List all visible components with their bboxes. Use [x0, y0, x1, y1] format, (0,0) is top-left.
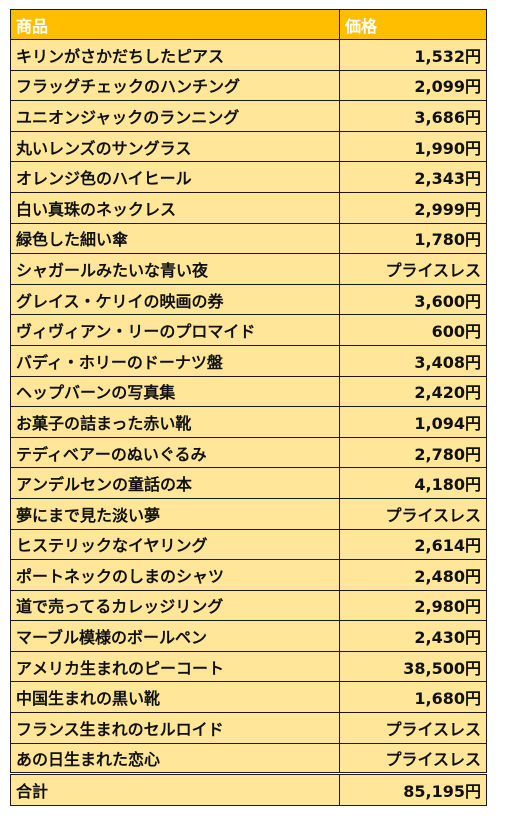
table-row: マーブル模様のボールペン 2,430円	[10, 620, 487, 652]
table-row: オレンジ色のハイヒール 2,343円	[10, 161, 487, 193]
table-row: キリンがさかだちしたピアス 1,532円	[10, 39, 487, 71]
table-row: フランス生まれのセルロイド プライスレス	[10, 712, 487, 744]
table-row: ポートネックのしまのシャツ 2,480円	[10, 559, 487, 591]
table-row: 緑色した細い傘 1,780円	[10, 222, 487, 255]
item-cell[interactable]: ポートネックのしまのシャツ	[10, 559, 340, 591]
table-row: シャガールみたいな青い夜 プライスレス	[10, 253, 487, 285]
table-row: ヴィヴィアン・リーのプロマイド 600円	[10, 314, 487, 346]
header-row: 商品 価格	[10, 9, 487, 40]
table-row: アメリカ生まれのピーコート 38,500円	[10, 650, 487, 683]
table-footer: 合計 85,195円	[10, 772, 487, 807]
price-cell[interactable]: 2,614円	[339, 528, 487, 561]
price-cell[interactable]: 4,180円	[339, 467, 487, 499]
price-cell[interactable]: プライスレス	[339, 712, 487, 744]
price-cell[interactable]: プライスレス	[339, 742, 487, 775]
price-cell[interactable]: 2,343円	[339, 161, 487, 193]
price-table: 商品 価格 キリンがさかだちしたピアス 1,532円 フラッグチェックのハンチング…	[10, 9, 487, 807]
price-cell[interactable]: 1,680円	[339, 681, 487, 714]
item-cell[interactable]: キリンがさかだちしたピアス	[10, 39, 340, 71]
price-cell[interactable]: 1,094円	[339, 406, 487, 438]
table-row: ヘップバーンの写真集 2,420円	[10, 375, 487, 408]
item-cell[interactable]: オレンジ色のハイヒール	[10, 161, 340, 193]
item-cell[interactable]: ヒステリックなイヤリング	[10, 528, 340, 561]
item-cell[interactable]: ユニオンジャックのランニング	[10, 100, 340, 132]
total-label-cell[interactable]: 合計	[10, 772, 340, 807]
table-header: 商品 価格	[10, 9, 487, 40]
item-cell[interactable]: あの日生まれた恋心	[10, 742, 340, 775]
item-cell[interactable]: 丸いレンズのサングラス	[10, 130, 340, 163]
item-cell[interactable]: お菓子の詰まった赤い靴	[10, 406, 340, 438]
total-value-cell[interactable]: 85,195円	[339, 772, 487, 807]
price-cell[interactable]: 1,532円	[339, 39, 487, 71]
table-row: ヒステリックなイヤリング 2,614円	[10, 528, 487, 561]
table-row: テディベアーのぬいぐるみ 2,780円	[10, 436, 487, 469]
column-header-price[interactable]: 価格	[339, 9, 487, 40]
item-cell[interactable]: アメリカ生まれのピーコート	[10, 650, 340, 683]
price-cell[interactable]: 2,099円	[339, 69, 487, 102]
price-cell[interactable]: 2,999円	[339, 191, 487, 224]
table-row: 道で売ってるカレッジリング 2,980円	[10, 589, 487, 622]
table-row: バディ・ホリーのドーナツ盤 3,408円	[10, 344, 487, 377]
item-cell[interactable]: グレイス・ケリイの映画の券	[10, 283, 340, 316]
price-cell[interactable]: 2,480円	[339, 559, 487, 591]
total-row: 合計 85,195円	[10, 772, 487, 807]
price-cell[interactable]: 2,980円	[339, 589, 487, 622]
price-cell[interactable]: プライスレス	[339, 253, 487, 285]
item-cell[interactable]: テディベアーのぬいぐるみ	[10, 436, 340, 469]
price-cell[interactable]: 3,600円	[339, 283, 487, 316]
table-row: 丸いレンズのサングラス 1,990円	[10, 130, 487, 163]
item-cell[interactable]: フランス生まれのセルロイド	[10, 712, 340, 744]
table-row: ユニオンジャックのランニング 3,686円	[10, 100, 487, 132]
item-cell[interactable]: 緑色した細い傘	[10, 222, 340, 255]
item-cell[interactable]: シャガールみたいな青い夜	[10, 253, 340, 285]
item-cell[interactable]: 白い真珠のネックレス	[10, 191, 340, 224]
price-cell[interactable]: 3,686円	[339, 100, 487, 132]
price-cell[interactable]: 38,500円	[339, 650, 487, 683]
price-list-sheet: 商品 価格 キリンがさかだちしたピアス 1,532円 フラッグチェックのハンチング…	[10, 9, 487, 807]
item-cell[interactable]: 夢にまで見た淡い夢	[10, 497, 340, 530]
item-cell[interactable]: 道で売ってるカレッジリング	[10, 589, 340, 622]
table-row: グレイス・ケリイの映画の券 3,600円	[10, 283, 487, 316]
item-cell[interactable]: マーブル模様のボールペン	[10, 620, 340, 652]
table-row: あの日生まれた恋心 プライスレス	[10, 742, 487, 775]
price-cell[interactable]: 600円	[339, 314, 487, 346]
table-row: フラッグチェックのハンチング 2,099円	[10, 69, 487, 102]
item-cell[interactable]: フラッグチェックのハンチング	[10, 69, 340, 102]
table-row: 夢にまで見た淡い夢 プライスレス	[10, 497, 487, 530]
price-cell[interactable]: 3,408円	[339, 344, 487, 377]
table-row: お菓子の詰まった赤い靴 1,094円	[10, 406, 487, 438]
price-cell[interactable]: 2,780円	[339, 436, 487, 469]
item-cell[interactable]: アンデルセンの童話の本	[10, 467, 340, 499]
price-cell[interactable]: プライスレス	[339, 497, 487, 530]
item-cell[interactable]: バディ・ホリーのドーナツ盤	[10, 344, 340, 377]
table-body: キリンがさかだちしたピアス 1,532円 フラッグチェックのハンチング 2,099円…	[10, 39, 487, 775]
price-cell[interactable]: 1,780円	[339, 222, 487, 255]
table-row: アンデルセンの童話の本 4,180円	[10, 467, 487, 499]
item-cell[interactable]: ヴィヴィアン・リーのプロマイド	[10, 314, 340, 346]
price-cell[interactable]: 1,990円	[339, 130, 487, 163]
item-cell[interactable]: ヘップバーンの写真集	[10, 375, 340, 408]
table-row: 白い真珠のネックレス 2,999円	[10, 191, 487, 224]
price-cell[interactable]: 2,430円	[339, 620, 487, 652]
price-cell[interactable]: 2,420円	[339, 375, 487, 408]
column-header-item[interactable]: 商品	[10, 9, 340, 40]
table-row: 中国生まれの黒い靴 1,680円	[10, 681, 487, 714]
item-cell[interactable]: 中国生まれの黒い靴	[10, 681, 340, 714]
